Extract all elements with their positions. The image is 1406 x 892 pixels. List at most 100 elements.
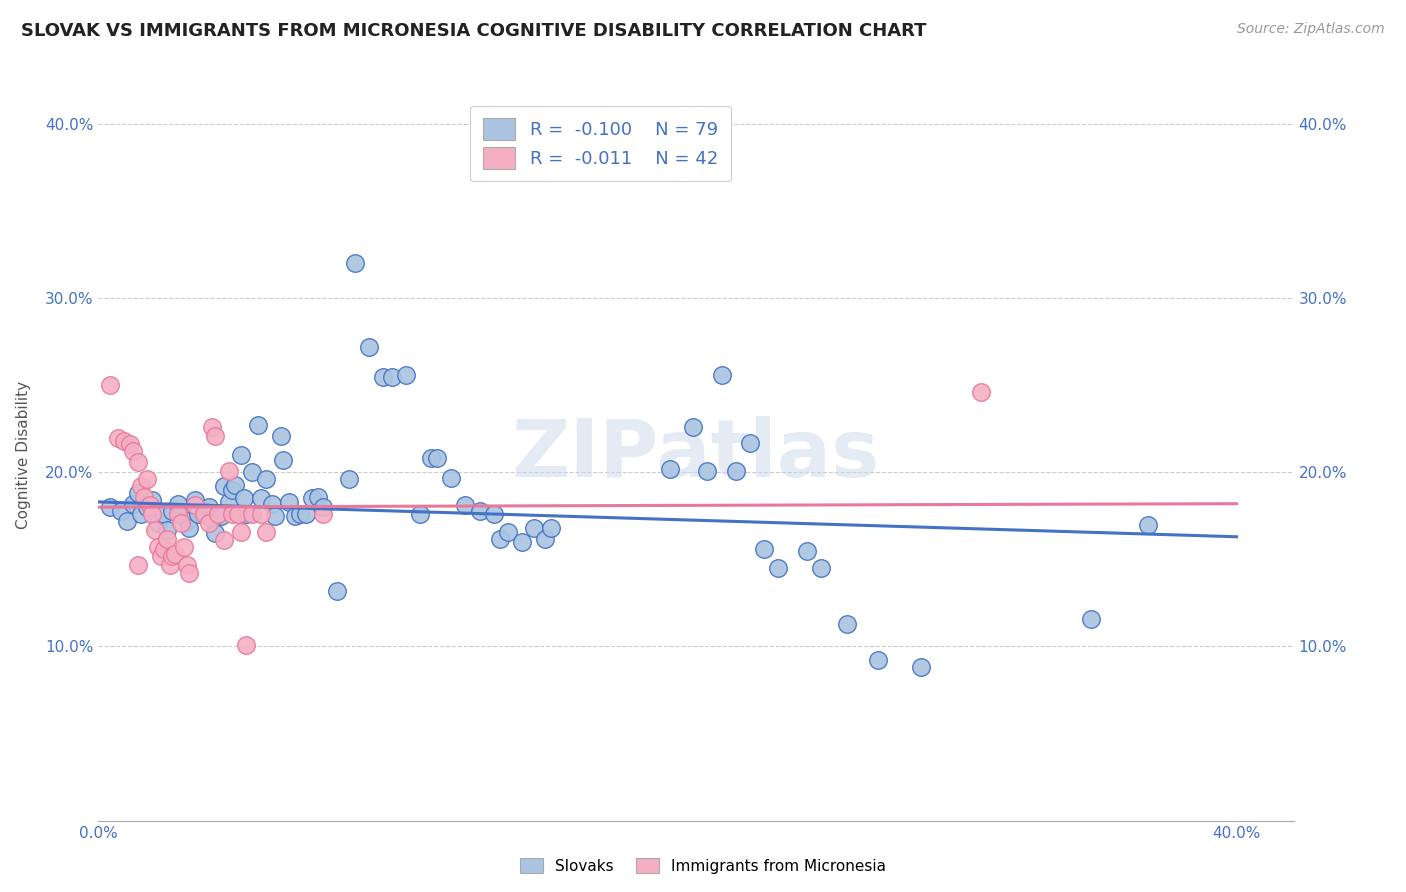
Point [118,437,141,451]
Point [357,340,380,354]
Point [138,499,160,513]
Point [193,507,215,521]
Point [235,507,257,521]
Y-axis label: Cognitive Disability: Cognitive Disability [17,381,31,529]
Point [468,503,491,517]
Point [682,420,704,434]
Point [343,256,366,270]
Point [165,547,187,561]
Point [290,507,312,521]
Point [278,495,301,509]
Point [240,466,263,480]
Point [312,507,335,521]
Point [754,541,776,556]
Point [260,497,283,511]
Point [409,507,432,521]
Point [132,490,155,504]
Point [148,516,170,530]
Point [1080,612,1102,626]
Point [127,486,149,500]
Point [221,483,243,497]
Text: Source: ZipAtlas.com: Source: ZipAtlas.com [1237,22,1385,37]
Point [162,503,184,517]
Point [129,479,152,493]
Text: ZIPatlas: ZIPatlas [512,416,880,494]
Point [969,385,991,400]
Point [141,507,163,521]
Point [454,499,477,513]
Text: SLOVAK VS IMMIGRANTS FROM MICRONESIA COGNITIVE DISABILITY CORRELATION CHART: SLOVAK VS IMMIGRANTS FROM MICRONESIA COG… [21,22,927,40]
Point [135,472,157,486]
Point [129,507,152,521]
Point [212,533,235,548]
Point [371,369,394,384]
Point [184,493,207,508]
Point [198,516,221,530]
Point [488,532,510,546]
Point [173,540,195,554]
Point [395,368,418,382]
Point [209,508,232,523]
Point [249,491,271,506]
Point [512,535,534,549]
Point [540,521,562,535]
Point [98,500,121,515]
Point [254,524,277,539]
Point [110,503,132,517]
Point [121,444,143,458]
Point [176,514,198,528]
Point [159,558,181,572]
Point [796,543,818,558]
Point [193,503,215,517]
Point [270,429,292,443]
Point [198,500,221,515]
Point [420,451,443,466]
Point [380,369,402,384]
Point [696,464,718,478]
Point [426,451,449,466]
Point [201,512,224,526]
Point [534,532,557,546]
Point [153,507,176,521]
Point [153,541,176,556]
Point [273,453,295,467]
Point [141,493,163,508]
Point [312,500,335,515]
Point [112,434,135,448]
Point [226,507,249,521]
Point [810,561,832,575]
Point [295,507,318,521]
Point [910,660,932,674]
Point [326,583,349,598]
Point [204,526,226,541]
Point [98,378,121,392]
Point [440,470,463,484]
Point [240,507,263,521]
Point [121,497,143,511]
Point [337,472,360,486]
Point [170,507,193,521]
Point [170,516,193,530]
Point [167,507,190,521]
Point [143,523,166,537]
Point [249,507,271,521]
Point [156,532,179,546]
Point [835,616,858,631]
Point [738,435,761,450]
Point [135,500,157,515]
Point [724,464,747,478]
Point [187,507,209,521]
Point [148,540,170,554]
Point [868,653,890,667]
Point [768,561,790,575]
Point [167,497,190,511]
Point [232,491,254,506]
Point [235,638,257,652]
Point [207,507,229,521]
Point [212,479,235,493]
Point [482,507,505,521]
Point [221,507,243,521]
Point [496,524,519,539]
Point [156,523,179,537]
Point [659,462,682,476]
